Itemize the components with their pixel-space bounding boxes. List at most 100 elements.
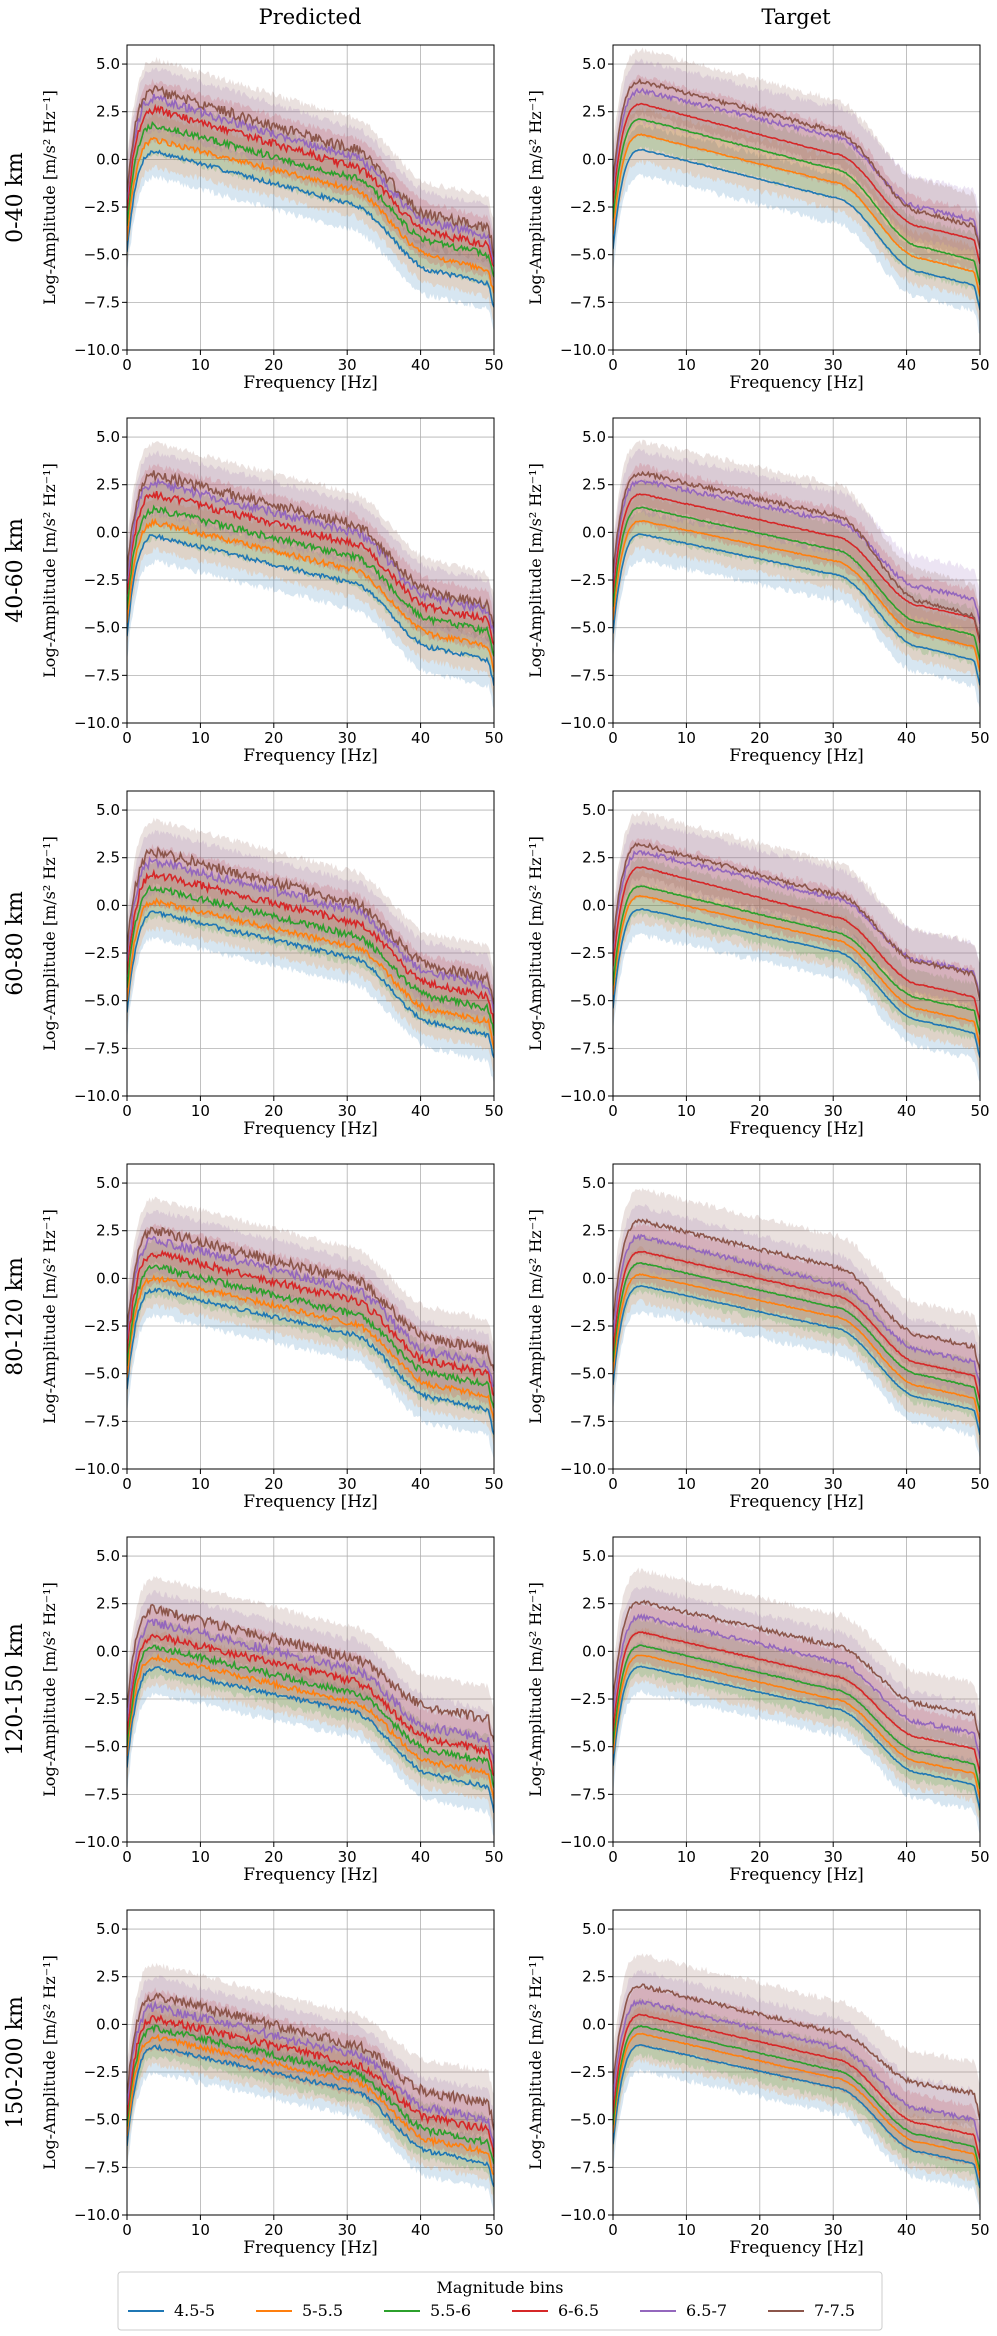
x-tick-label: 0 — [608, 1102, 618, 1120]
y-axis-label: Log-Amplitude [m/s² Hz⁻¹] — [526, 1955, 545, 2170]
axes-frame — [126, 1909, 495, 2216]
series-group — [127, 1576, 494, 1837]
x-tick-label: 40 — [411, 1102, 430, 1120]
x-axis-label: Frequency [Hz] — [729, 1492, 863, 1512]
uncertainty-band-7-7.5 — [613, 439, 980, 672]
series-line-7-7.5 — [613, 842, 980, 1001]
row-label: 150-200 km — [3, 1996, 28, 2129]
uncertainty-band-6-6.5 — [127, 843, 494, 1055]
y-tick-label: 5.0 — [96, 1920, 120, 1938]
uncertainty-band-6.5-7 — [127, 450, 494, 671]
series-line-6.5-7 — [613, 1613, 980, 1760]
panel-40-60km-target: 0 10 20 30 40 50 −10.0 −7.5 −5.0 −2.5 0.0 2.5 5.0 Fre… — [526, 417, 990, 766]
axes-frame — [612, 1536, 981, 1843]
y-tick-label: −7.5 — [84, 1785, 120, 1803]
x-tick-label: 0 — [608, 1475, 618, 1493]
legend-title: Magnitude bins — [437, 2278, 564, 2297]
column-title-target: Target — [761, 5, 831, 29]
y-axis-label: Log-Amplitude [m/s² Hz⁻¹] — [40, 836, 59, 1051]
uncertainty-band-5.5-6 — [127, 1238, 494, 1441]
x-tick-label: 10 — [677, 1475, 696, 1493]
x-axis-label: Frequency [Hz] — [729, 1119, 863, 1139]
series-group — [613, 439, 980, 710]
x-tick-label: 10 — [191, 1102, 210, 1120]
y-tick-label: 0.0 — [582, 523, 606, 541]
y-tick-label: −10.0 — [74, 1087, 120, 1105]
y-axis-label: Log-Amplitude [m/s² Hz⁻¹] — [40, 1582, 59, 1797]
y-axis-label: Log-Amplitude [m/s² Hz⁻¹] — [526, 1582, 545, 1797]
uncertainty-band-4.5-5 — [613, 2018, 980, 2215]
x-tick-label: 20 — [750, 729, 769, 747]
series-line-6-6.5 — [127, 490, 494, 645]
series-line-6-6.5 — [613, 1631, 980, 1774]
y-tick-label: −7.5 — [570, 1039, 606, 1057]
y-tick-label: 2.5 — [96, 1968, 120, 1986]
x-axis-label: Frequency [Hz] — [729, 2238, 863, 2258]
uncertainty-band-5.5-6 — [613, 1233, 980, 1443]
axes-frame — [126, 1163, 495, 1470]
plot-area — [127, 791, 494, 1096]
x-tick-label: 20 — [264, 356, 283, 374]
y-tick-label: 2.5 — [96, 1222, 120, 1240]
series-line-4.5-5 — [127, 1665, 494, 1814]
y-tick-label: 5.0 — [582, 55, 606, 73]
uncertainty-band-4.5-5 — [613, 1639, 980, 1836]
x-tick-label: 40 — [411, 356, 430, 374]
x-tick-label: 40 — [897, 1848, 916, 1866]
uncertainty-band-6.5-7 — [613, 1204, 980, 1416]
y-tick-label: 5.0 — [96, 1547, 120, 1565]
x-axis-label: Frequency [Hz] — [243, 1492, 377, 1512]
panel-60-80km-target: 0 10 20 30 40 50 −10.0 −7.5 −5.0 −2.5 0.0 2.5 5.0 Fre… — [526, 790, 990, 1139]
panel-80-120km-predicted: 0 10 20 30 40 50 −10.0 −7.5 −5.0 −2.5 0.0 2.5 5.0 Fre… — [3, 1163, 504, 1512]
x-tick-label: 40 — [897, 729, 916, 747]
y-tick-label: 2.5 — [582, 103, 606, 121]
x-tick-label: 30 — [338, 356, 357, 374]
series-line-6.5-7 — [613, 479, 980, 625]
panel-150-200km-target: 0 10 20 30 40 50 −10.0 −7.5 −5.0 −2.5 0.0 2.5 5.0 Fre… — [526, 1909, 990, 2258]
x-tick-label: 0 — [608, 729, 618, 747]
y-axis-label: Log-Amplitude [m/s² Hz⁻¹] — [40, 1209, 59, 1424]
y-tick-label: 2.5 — [582, 476, 606, 494]
panel-0-40km-predicted: 0 10 20 30 40 50 −10.0 −7.5 −5.0 −2.5 0.0 2.5 5.0 Fre… — [3, 44, 504, 393]
series-line-7-7.5 — [127, 1226, 494, 1371]
series-group — [613, 1187, 980, 1460]
x-tick-label: 10 — [677, 356, 696, 374]
x-tick-label: 10 — [191, 1848, 210, 1866]
axes-frame — [126, 1536, 495, 1843]
x-tick-label: 0 — [122, 1102, 132, 1120]
legend-entries: 4.5-5 5-5.5 5.5-6 6-6.5 6.5-7 7-7.5 — [128, 2301, 855, 2320]
series-line-6.5-7 — [127, 855, 494, 1013]
axes-frame — [126, 417, 495, 724]
y-tick-label: −7.5 — [84, 293, 120, 311]
x-tick-label: 50 — [970, 1848, 989, 1866]
series-line-5.5-6 — [127, 884, 494, 1036]
x-tick-label: 10 — [191, 356, 210, 374]
uncertainty-band-5-5.5 — [127, 873, 494, 1074]
x-axis-label: Frequency [Hz] — [729, 746, 863, 766]
x-tick-label: 30 — [824, 729, 843, 747]
legend-frame — [117, 2271, 883, 2331]
uncertainty-band-5-5.5 — [613, 1246, 980, 1452]
series-group — [127, 441, 494, 710]
uncertainty-band-5-5.5 — [613, 106, 980, 324]
uncertainty-band-6-6.5 — [613, 1221, 980, 1434]
y-tick-label: −7.5 — [570, 666, 606, 684]
uncertainty-band-5.5-6 — [127, 859, 494, 1064]
y-axis-label: Log-Amplitude [m/s² Hz⁻¹] — [40, 1955, 59, 2170]
series-line-5.5-6 — [127, 2024, 494, 2165]
series-group — [127, 56, 494, 333]
y-tick-label: 0.0 — [96, 2015, 120, 2033]
legend-label-4.5-5: 4.5-5 — [174, 2301, 215, 2320]
uncertainty-band-6-6.5 — [613, 74, 980, 297]
series-line-5-5.5 — [127, 1653, 494, 1800]
y-tick-label: −5.0 — [84, 2111, 120, 2129]
series-line-5.5-6 — [613, 2024, 980, 2171]
x-tick-label: 20 — [264, 729, 283, 747]
x-tick-label: 40 — [897, 2221, 916, 2239]
y-tick-label: −2.5 — [84, 2063, 120, 2081]
series-line-7-7.5 — [613, 470, 980, 642]
uncertainty-band-6-6.5 — [613, 463, 980, 676]
x-tick-label: 10 — [677, 729, 696, 747]
x-tick-label: 40 — [411, 729, 430, 747]
series-line-4.5-5 — [127, 149, 494, 308]
